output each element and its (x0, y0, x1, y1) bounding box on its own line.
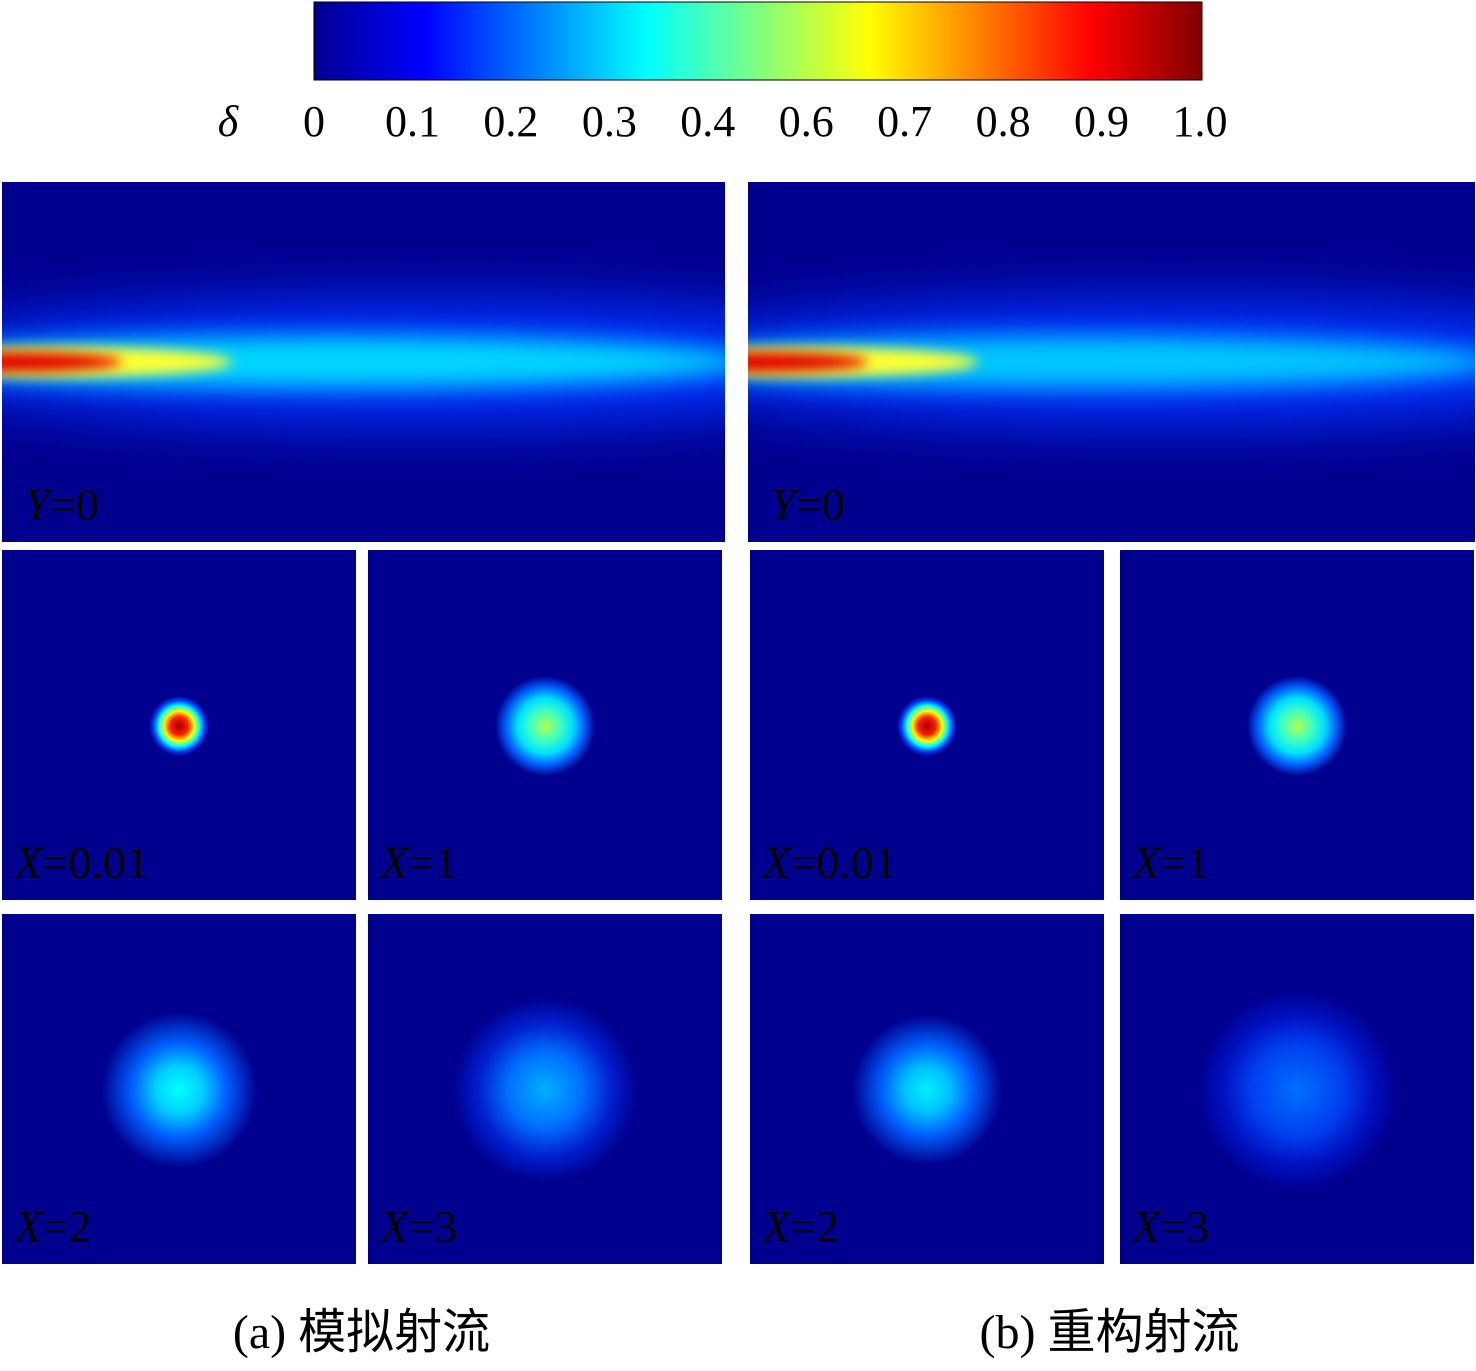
plume (748, 300, 1475, 424)
label-value: =0.01 (790, 837, 896, 888)
panel-group: Y=0X=0.01 X=1X=2 X=3 (748, 182, 1475, 1264)
colorbar-tick-label: 0.4 (680, 97, 735, 146)
panel-label: X=2 (760, 1201, 839, 1252)
colorbar-tick-label: 0 (303, 97, 325, 146)
panel-label: Y=0 (770, 479, 845, 530)
colorbar-symbol: δ (218, 97, 240, 146)
label-value: =0 (50, 479, 99, 530)
jet-spot (149, 696, 209, 756)
jet-spot (495, 676, 595, 776)
colorbar-tick-label: 0.3 (582, 97, 637, 146)
colorbar-tick-label: 0.2 (483, 97, 538, 146)
label-variable: X (1130, 1201, 1162, 1252)
panel-label: Y=0 (24, 479, 99, 530)
jet-spot (1197, 990, 1397, 1190)
label-value: =0.01 (42, 837, 148, 888)
label-value: =2 (790, 1201, 839, 1252)
label-variable: Y (24, 479, 54, 530)
colorbar-tick-label: 0.6 (779, 97, 834, 146)
label-value: =3 (408, 1201, 457, 1252)
label-value: =1 (408, 837, 457, 888)
label-variable: X (1130, 837, 1162, 888)
label-variable: X (378, 1201, 410, 1252)
label-value: =0 (796, 479, 845, 530)
panel-label: X=3 (1130, 1201, 1209, 1252)
label-value: =1 (1160, 837, 1209, 888)
panel-label: X=0.01 (12, 837, 149, 888)
colorbar (313, 1, 1203, 81)
jet-spot (1247, 676, 1347, 776)
panel-label: X=3 (378, 1201, 457, 1252)
label-value: =2 (42, 1201, 91, 1252)
label-variable: X (12, 837, 44, 888)
label-variable: X (12, 1201, 44, 1252)
colorbar-tick-label: 0.8 (976, 97, 1031, 146)
panel-label: X=2 (12, 1201, 91, 1252)
colorbar-tick-label: 0.1 (385, 97, 440, 146)
colorbar-tick-label: 1.0 (1173, 97, 1228, 146)
panel-group: Y=0X=0.01 X=1X=2 X=3 (2, 182, 725, 1264)
label-variable: Y (770, 479, 800, 530)
jet-spot (453, 998, 637, 1182)
label-value: =3 (1160, 1201, 1209, 1252)
panel-label: X=1 (378, 837, 457, 888)
label-variable: X (760, 837, 792, 888)
panel-caption: (b) 重构射流 (980, 1306, 1240, 1359)
panel-label: X=0.01 (760, 837, 897, 888)
colorbar-tick-label: 0.7 (877, 97, 932, 146)
panel-label: X=1 (1130, 837, 1209, 888)
jet-spot (897, 696, 957, 756)
jet-spot (852, 1015, 1002, 1165)
label-variable: X (378, 837, 410, 888)
jet-spot (101, 1012, 257, 1168)
plume (2, 300, 725, 424)
panel-caption: (a) 模拟射流 (233, 1306, 490, 1359)
label-variable: X (760, 1201, 792, 1252)
colorbar-tick-label: 0.9 (1074, 97, 1129, 146)
